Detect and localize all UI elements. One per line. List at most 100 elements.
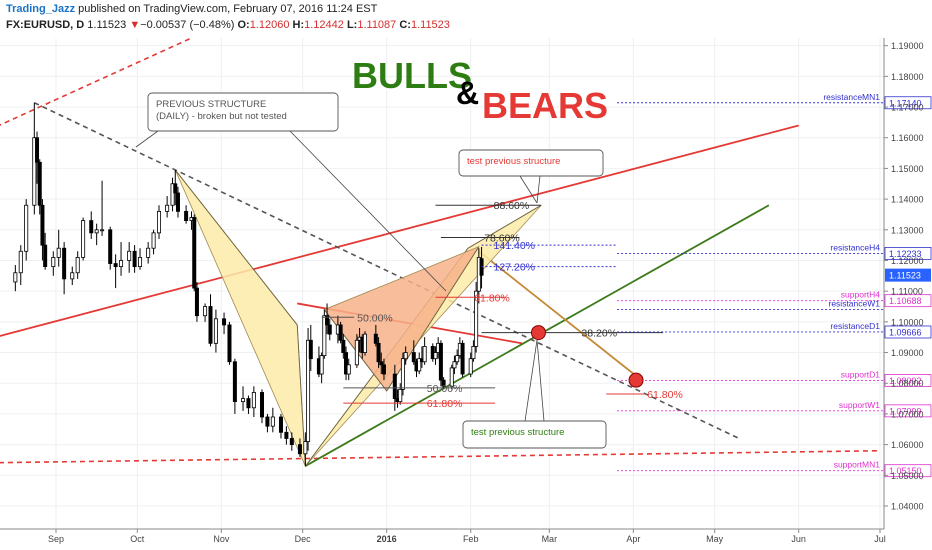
x-axis[interactable]: Sep Oct Nov Dec 2016 Feb Mar Apr May Jun Jul bbox=[0, 528, 886, 544]
candle-body bbox=[259, 392, 264, 418]
last-price-label: 1.11523 bbox=[889, 271, 921, 281]
candle-body bbox=[452, 361, 457, 369]
fib-level-label: 50.00% bbox=[427, 383, 463, 395]
candle-body bbox=[32, 137, 37, 206]
y-tick-label: 1.05000 bbox=[891, 471, 924, 481]
candle-body bbox=[165, 204, 170, 212]
candle-body bbox=[56, 247, 61, 258]
y-tick-label: 1.12000 bbox=[891, 256, 924, 266]
candle-body bbox=[227, 324, 232, 363]
callout-text: PREVIOUS STRUCTURE bbox=[156, 99, 266, 110]
levels: 88.60% 78.60% 61.80% 50.00% 38.20% 50.00% 61.8… bbox=[321, 92, 932, 478]
sr-price-box bbox=[884, 374, 932, 387]
sr-level-label: supportW1 bbox=[839, 400, 880, 410]
title-bears: BEARS bbox=[482, 85, 608, 126]
candle-body bbox=[222, 318, 227, 326]
high-label: H: bbox=[292, 19, 305, 31]
sr-price-label: 1.12233 bbox=[889, 249, 922, 259]
pattern-triangle bbox=[174, 169, 306, 467]
sr-level-label: resistanceD1 bbox=[830, 321, 880, 331]
candle-body bbox=[392, 373, 397, 399]
candle-body bbox=[24, 204, 29, 252]
candle-body bbox=[213, 318, 218, 344]
candle-body bbox=[449, 367, 454, 387]
y-tick-label: 1.06000 bbox=[891, 440, 924, 450]
sr-level-label: resistanceMN1 bbox=[823, 92, 880, 102]
candle-body bbox=[108, 229, 113, 264]
red-dot bbox=[530, 325, 546, 341]
candle-body bbox=[75, 257, 80, 274]
grid bbox=[0, 38, 884, 529]
title: BULLS & BEARS bbox=[352, 55, 608, 126]
candle-body bbox=[173, 183, 178, 194]
sr-price-box bbox=[884, 247, 932, 260]
author-link[interactable]: Trading_Jazz bbox=[6, 3, 76, 15]
fib-level-label: 61.80% bbox=[427, 398, 463, 410]
candle-body bbox=[232, 361, 237, 403]
sr-level-label: supportD1 bbox=[841, 369, 880, 379]
low-value: 1.11087 bbox=[357, 19, 397, 31]
candle-body bbox=[398, 388, 403, 403]
x-tick-label: Oct bbox=[130, 534, 145, 544]
fib-level-label: 61.80% bbox=[474, 292, 510, 304]
open-label: O: bbox=[237, 19, 250, 31]
y-tick-label: 1.13000 bbox=[891, 225, 924, 235]
candle-body bbox=[422, 346, 427, 363]
callout-leader bbox=[519, 175, 538, 204]
y-tick-label: 1.04000 bbox=[891, 501, 924, 511]
sr-level-label: resistanceW1 bbox=[829, 299, 881, 309]
candle-body bbox=[381, 364, 386, 375]
x-tick-label: Sep bbox=[48, 534, 64, 544]
open-value: 1.12060 bbox=[249, 19, 290, 31]
candle-body bbox=[346, 364, 351, 375]
candle-body bbox=[51, 257, 56, 268]
candle-body bbox=[265, 416, 270, 427]
candle-body bbox=[297, 444, 302, 455]
candle-body bbox=[203, 306, 208, 317]
sr-price-label: 1.08092 bbox=[889, 376, 922, 386]
last-price: 1.11523 bbox=[87, 19, 127, 31]
close-value: 1.11523 bbox=[410, 19, 450, 31]
price-change: −0.00537 (−0.48%) bbox=[140, 19, 235, 31]
y-axis[interactable]: 1.04000 1.05000 1.06000 1.07000 1.08000 1.090… bbox=[883, 38, 924, 529]
candle-body bbox=[94, 229, 99, 234]
y-tick-label: 1.10000 bbox=[891, 317, 924, 327]
sr-price-box bbox=[884, 96, 932, 110]
candle-body bbox=[40, 204, 45, 246]
candle-body bbox=[241, 398, 246, 403]
harmonic-patterns bbox=[174, 169, 542, 468]
candle-body bbox=[170, 183, 175, 206]
sr-price-label: 1.05150 bbox=[889, 466, 922, 476]
candle-body bbox=[37, 161, 42, 206]
candle-body bbox=[62, 247, 67, 280]
sr-price-box bbox=[884, 325, 932, 339]
sr-price-box bbox=[884, 294, 932, 308]
sr-price-box bbox=[884, 464, 932, 478]
candle-body bbox=[289, 438, 294, 446]
title-ampersand: & bbox=[456, 75, 479, 111]
candle-body bbox=[400, 358, 405, 390]
candle-body bbox=[270, 416, 275, 427]
trendline bbox=[0, 124, 799, 337]
candle-body bbox=[417, 358, 422, 372]
close-label: C: bbox=[399, 19, 411, 31]
callout-leader bbox=[135, 130, 159, 148]
candle-body bbox=[338, 324, 343, 341]
symbol-label: FX:EURUSD, D bbox=[6, 19, 85, 31]
candle-body bbox=[468, 358, 473, 375]
last-price-box bbox=[885, 268, 931, 282]
trendline bbox=[0, 449, 881, 464]
high-value: 1.12442 bbox=[304, 19, 344, 31]
candle-body bbox=[156, 210, 161, 234]
fib-level-label: 127.20% bbox=[494, 262, 535, 274]
candle-body bbox=[455, 355, 460, 363]
candle-body bbox=[184, 210, 189, 221]
symbol-line: FX:EURUSD, D 1.11523 ▼−0.00537 (−0.48%) … bbox=[6, 17, 450, 33]
x-tick-label: 2016 bbox=[377, 534, 397, 544]
candle-body bbox=[151, 232, 156, 249]
candle-body bbox=[113, 263, 118, 268]
y-tick-label: 1.11000 bbox=[891, 287, 923, 297]
sr-level-label: resistanceH4 bbox=[830, 242, 880, 252]
candle-body bbox=[362, 333, 367, 353]
